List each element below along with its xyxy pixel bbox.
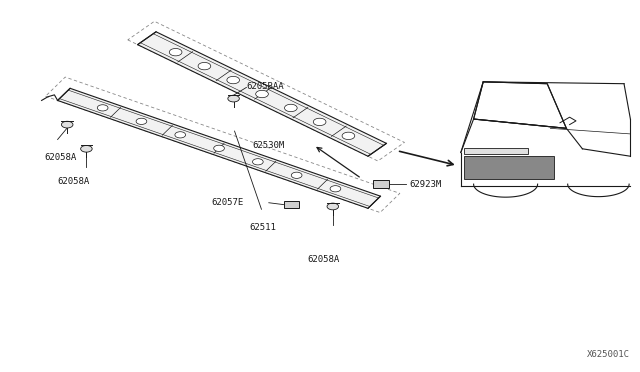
Circle shape — [253, 159, 263, 165]
Text: 62058A: 62058A — [307, 255, 339, 264]
Polygon shape — [58, 88, 381, 208]
Circle shape — [228, 95, 239, 102]
Text: 62511: 62511 — [249, 223, 276, 232]
Circle shape — [327, 203, 339, 210]
Text: 62057E: 62057E — [211, 198, 243, 207]
Text: 6205BAA: 6205BAA — [246, 82, 284, 91]
Polygon shape — [138, 32, 387, 156]
Circle shape — [61, 121, 73, 128]
Text: 62923M: 62923M — [410, 180, 442, 189]
Circle shape — [170, 48, 182, 56]
Circle shape — [198, 62, 211, 70]
Bar — [464, 156, 554, 179]
Circle shape — [256, 90, 268, 98]
Text: 62058A: 62058A — [45, 153, 77, 161]
Polygon shape — [474, 82, 566, 128]
Text: 62058A: 62058A — [58, 177, 90, 186]
Text: 62530M: 62530M — [253, 141, 285, 150]
Circle shape — [291, 172, 302, 179]
Circle shape — [136, 118, 147, 125]
Text: X625001C: X625001C — [588, 350, 630, 359]
Circle shape — [314, 118, 326, 126]
Bar — [464, 148, 528, 154]
Bar — [284, 201, 299, 208]
Circle shape — [175, 132, 186, 138]
Circle shape — [330, 186, 340, 192]
Circle shape — [97, 105, 108, 111]
Circle shape — [214, 145, 225, 151]
Circle shape — [342, 132, 355, 140]
Bar — [373, 180, 389, 188]
Circle shape — [227, 76, 239, 84]
Circle shape — [81, 145, 92, 152]
Circle shape — [285, 104, 297, 112]
